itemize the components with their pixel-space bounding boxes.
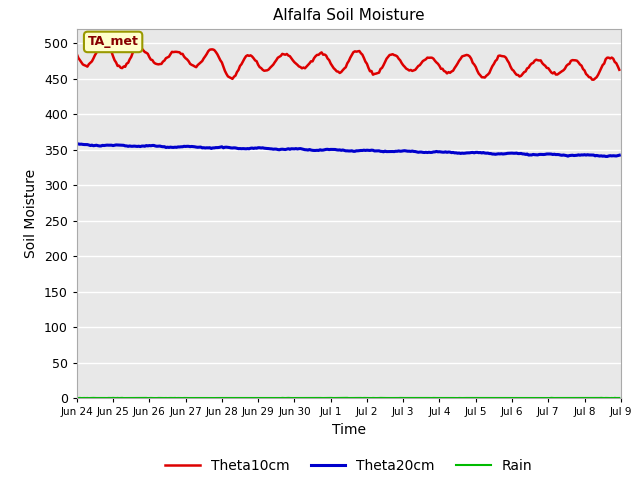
Line: Theta20cm: Theta20cm	[77, 144, 620, 156]
Title: Alfalfa Soil Moisture: Alfalfa Soil Moisture	[273, 9, 424, 24]
Theta10cm	[616, 67, 623, 72]
Rain	[264, 395, 271, 401]
Rain	[73, 395, 81, 401]
Theta20cm	[73, 141, 81, 147]
Theta20cm	[236, 145, 244, 151]
X-axis label: Time: Time	[332, 423, 366, 437]
Theta10cm	[589, 77, 597, 83]
Theta10cm	[141, 49, 148, 55]
Theta10cm	[264, 67, 271, 73]
Theta10cm	[100, 41, 108, 47]
Theta10cm	[587, 74, 595, 80]
Y-axis label: Soil Moisture: Soil Moisture	[24, 169, 38, 258]
Rain	[236, 395, 244, 401]
Rain	[254, 395, 262, 401]
Theta20cm	[254, 145, 262, 151]
Text: TA_met: TA_met	[88, 36, 138, 48]
Theta20cm	[312, 147, 319, 153]
Line: Theta10cm: Theta10cm	[77, 44, 620, 80]
Rain	[616, 395, 623, 401]
Theta20cm	[141, 144, 148, 149]
Rain	[235, 395, 243, 401]
Theta20cm	[616, 152, 623, 158]
Rain	[344, 395, 351, 401]
Theta20cm	[264, 145, 271, 151]
Theta20cm	[587, 152, 595, 158]
Theta10cm	[254, 62, 262, 68]
Theta10cm	[236, 63, 244, 69]
Rain	[140, 395, 147, 401]
Rain	[312, 395, 319, 401]
Theta10cm	[73, 51, 81, 57]
Theta20cm	[604, 154, 611, 159]
Rain	[588, 395, 596, 401]
Legend: Theta10cm, Theta20cm, Rain: Theta10cm, Theta20cm, Rain	[160, 454, 538, 479]
Theta10cm	[312, 53, 319, 59]
Theta20cm	[74, 141, 82, 147]
